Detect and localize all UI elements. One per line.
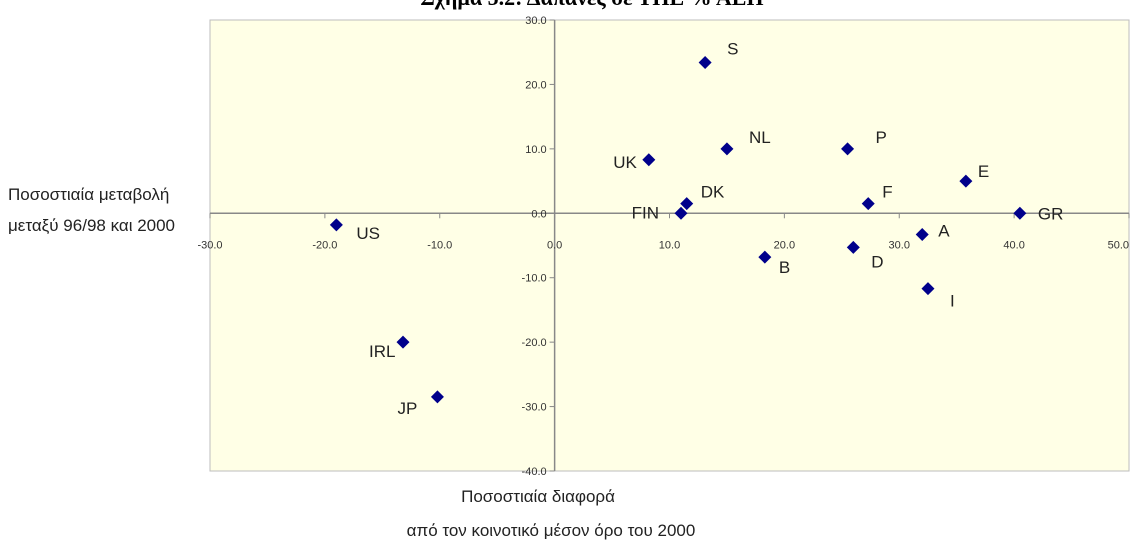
y-tick-label: -30.0 xyxy=(522,402,547,414)
data-point-gr xyxy=(1013,206,1027,220)
x-tick-label: 50.0 xyxy=(1108,239,1129,251)
x-tick-label: -20.0 xyxy=(312,239,337,251)
point-label-a: A xyxy=(938,222,950,241)
point-label-p: P xyxy=(876,128,887,147)
point-label-b: B xyxy=(779,258,790,277)
y-tick-label: -10.0 xyxy=(522,273,547,285)
point-label-f: F xyxy=(882,183,892,202)
data-point-fin xyxy=(674,206,688,220)
point-label-jp: JP xyxy=(397,399,417,418)
data-point-us xyxy=(329,218,343,232)
point-label-nl: NL xyxy=(749,128,771,147)
y-tick-label: 10.0 xyxy=(525,144,546,156)
x-tick-label: -10.0 xyxy=(427,239,452,251)
data-point-b xyxy=(758,250,772,264)
point-label-d: D xyxy=(871,252,883,271)
x-tick-label: 30.0 xyxy=(889,239,910,251)
data-point-irl xyxy=(396,335,410,349)
point-label-gr: GR xyxy=(1038,204,1064,223)
point-label-dk: DK xyxy=(701,183,725,202)
data-points: S NL P UK E DK F FIN GR US A D B I IRL JP xyxy=(329,40,1064,418)
x-tick-label: 0.0 xyxy=(547,239,562,251)
data-point-f xyxy=(861,197,875,211)
y-tick-label: 0.0 xyxy=(531,208,546,220)
point-label-us: US xyxy=(356,224,380,243)
point-label-irl: IRL xyxy=(369,342,395,361)
point-label-uk: UK xyxy=(613,153,637,172)
point-label-e: E xyxy=(978,162,989,181)
x-axis-label-line-2: από τον κοινοτικό μέσον όρο του 2000 xyxy=(407,521,696,540)
point-label-fin: FIN xyxy=(632,203,659,222)
y-tick-label: -20.0 xyxy=(522,337,547,349)
axes xyxy=(209,19,1130,472)
point-label-i: I xyxy=(950,292,955,311)
x-tick-label: 40.0 xyxy=(1003,239,1024,251)
y-tick-label: 30.0 xyxy=(525,15,546,27)
x-tick-labels: -30.0 -20.0 -10.0 0.0 10.0 20.0 30.0 40.0 50.0 xyxy=(197,239,1129,251)
y-tick-label: 20.0 xyxy=(525,79,546,91)
data-point-dk xyxy=(680,197,694,211)
data-point-p xyxy=(841,142,855,156)
plot-area xyxy=(209,19,1130,472)
data-point-a xyxy=(915,228,929,242)
data-point-nl xyxy=(720,142,734,156)
data-point-jp xyxy=(430,390,444,404)
y-axis-label-line-1: Ποσοστιαία μεταβολή xyxy=(8,185,169,204)
x-axis-label-line-1: Ποσοστιαία διαφορά xyxy=(461,487,615,506)
x-tick-label: 20.0 xyxy=(774,239,795,251)
data-point-e xyxy=(959,174,973,188)
y-tick-labels: 30.0 20.0 10.0 0.0 -10.0 -20.0 -30.0 -40.0 xyxy=(522,15,547,478)
x-tick-label: -30.0 xyxy=(197,239,222,251)
y-axis-label-line-2: μεταξύ 96/98 και 2000 xyxy=(8,216,175,235)
chart-title: Σχήμα 5.2: Δαπάνες σε ΤΗΕ % ΑΕΠ xyxy=(420,0,763,10)
data-point-i xyxy=(921,282,935,296)
data-point-uk xyxy=(642,153,656,167)
point-label-s: S xyxy=(727,40,738,59)
y-tick-label: -40.0 xyxy=(522,466,547,478)
data-point-s xyxy=(698,56,712,70)
data-point-d xyxy=(846,240,860,254)
x-tick-label: 10.0 xyxy=(659,239,680,251)
